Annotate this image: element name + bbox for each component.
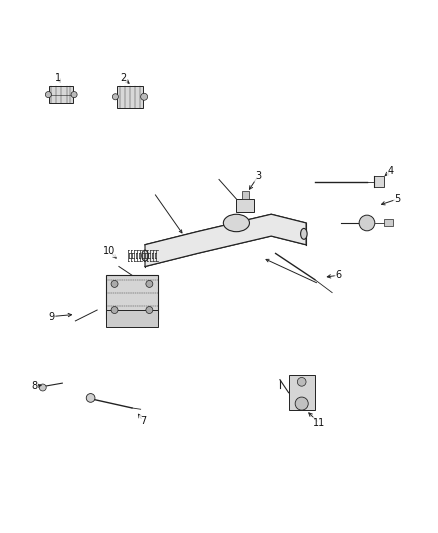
Text: 1: 1: [55, 73, 61, 83]
Bar: [117, 86, 143, 108]
Bar: [237, 199, 254, 212]
Ellipse shape: [142, 250, 148, 261]
Circle shape: [295, 397, 308, 410]
Text: 6: 6: [336, 270, 342, 280]
Bar: [374, 176, 385, 187]
Text: 7: 7: [140, 416, 146, 426]
Circle shape: [146, 280, 153, 287]
Circle shape: [141, 93, 148, 100]
Circle shape: [297, 377, 306, 386]
Circle shape: [113, 94, 118, 100]
Bar: [385, 220, 393, 226]
Text: 2: 2: [120, 73, 127, 83]
Bar: [106, 275, 158, 319]
Bar: [242, 191, 249, 199]
Circle shape: [111, 306, 118, 313]
Circle shape: [359, 215, 375, 231]
Text: 10: 10: [103, 246, 116, 256]
Circle shape: [39, 384, 46, 391]
Text: 5: 5: [394, 194, 401, 204]
Ellipse shape: [300, 229, 307, 239]
Bar: [289, 375, 315, 410]
Circle shape: [146, 306, 153, 313]
Polygon shape: [145, 214, 306, 266]
Circle shape: [86, 393, 95, 402]
Circle shape: [71, 92, 77, 98]
Text: 3: 3: [255, 171, 261, 181]
Bar: [49, 86, 73, 103]
Text: 4: 4: [388, 166, 394, 176]
Text: 9: 9: [48, 312, 54, 321]
Ellipse shape: [223, 214, 250, 232]
Text: 11: 11: [313, 418, 325, 428]
Text: 8: 8: [31, 381, 37, 391]
Bar: [106, 310, 158, 327]
Circle shape: [111, 280, 118, 287]
Circle shape: [46, 92, 51, 98]
